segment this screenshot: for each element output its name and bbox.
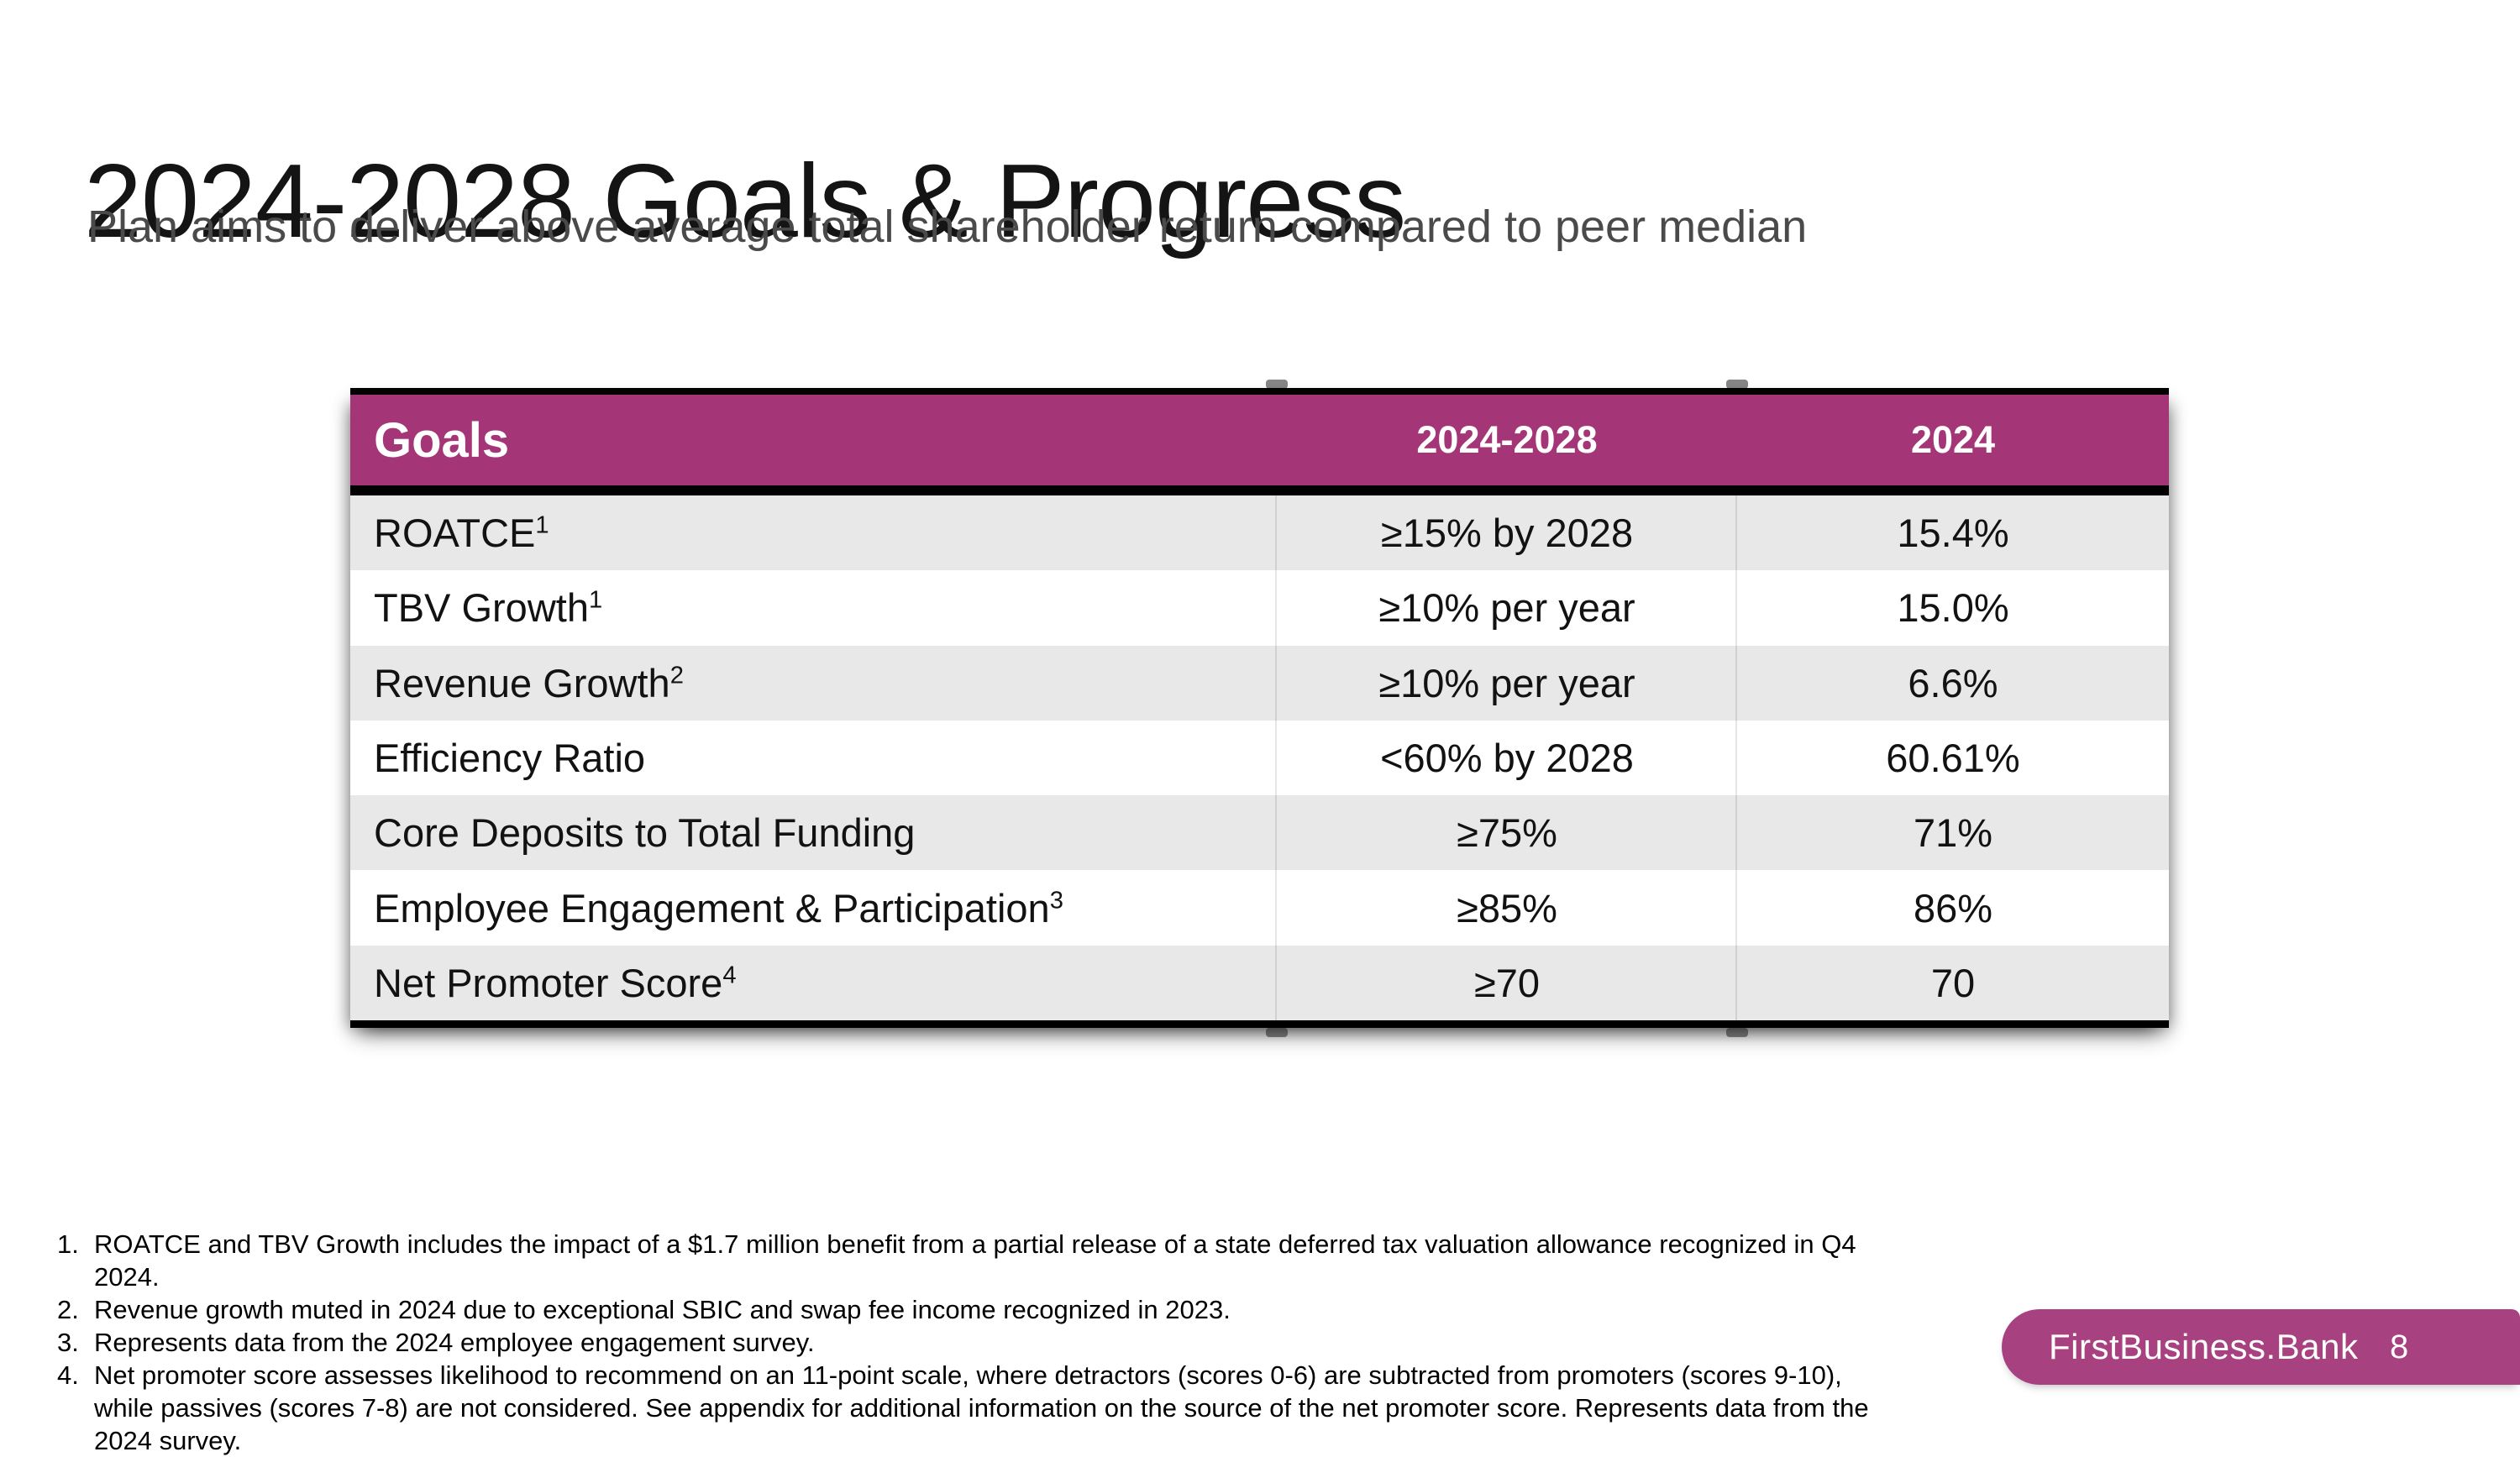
page-number: 8 (2390, 1328, 2409, 1365)
footnote-item: 2. Revenue growth muted in 2024 due to e… (57, 1293, 1905, 1326)
footnote-ref: 4 (722, 962, 737, 989)
table-row: Employee Engagement & Participation3 ≥85… (350, 870, 2169, 946)
footnote-item: 4. Net promoter score assesses likelihoo… (57, 1359, 1905, 1457)
footnote-text: ROATCE and TBV Growth includes the impac… (94, 1229, 1856, 1292)
page-subtitle: Plan aims to deliver above average total… (87, 202, 1808, 252)
footnote-item: 3. Represents data from the 2024 employe… (57, 1326, 1905, 1359)
target-cell: ≥15% by 2028 (1380, 511, 1634, 556)
goal-label: Revenue Growth (374, 660, 670, 705)
target-cell: <60% by 2028 (1380, 736, 1634, 781)
goal-cell: TBV Growth1 (350, 584, 1277, 631)
table-row: Core Deposits to Total Funding ≥75% 71% (350, 795, 2169, 871)
target-cell: ≥10% per year (1378, 660, 1635, 705)
target-cell: ≥70 (1473, 960, 1541, 1005)
footnote-number: 3. (57, 1328, 79, 1357)
column-divider-tick (1726, 380, 1748, 389)
column-header-2024: 2024 (1910, 418, 1996, 461)
footnote-ref: 3 (1049, 886, 1063, 914)
goal-label: Efficiency Ratio (374, 736, 646, 781)
table-row: TBV Growth1 ≥10% per year 15.0% (350, 570, 2169, 646)
table-row: Net Promoter Score4 ≥70 70 (350, 945, 2169, 1021)
goal-cell: Net Promoter Score4 (350, 960, 1277, 1006)
table-body: ROATCE1 ≥15% by 2028 15.4% TBV Growth1 ≥… (350, 495, 2169, 1021)
target-cell: ≥75% (1457, 810, 1557, 856)
footnote-ref: 1 (588, 586, 603, 614)
footnote-number: 1. (57, 1229, 79, 1259)
goal-label: TBV Growth (374, 585, 589, 631)
goals-table: Goals 2024-2028 2024 ROATCE1 ≥15% by 202… (350, 388, 2169, 1029)
actual-cell: 60.61% (1886, 736, 2020, 781)
footnote-text: Represents data from the 2024 employee e… (94, 1328, 815, 1357)
actual-cell: 86% (1913, 885, 1993, 930)
actual-cell: 70 (1930, 960, 1976, 1005)
footnote-number: 2. (57, 1295, 79, 1324)
column-divider-tick (1266, 1028, 1288, 1037)
footnotes: 1. ROATCE and TBV Growth includes the im… (57, 1228, 1905, 1457)
goal-label: Net Promoter Score (374, 960, 723, 1005)
brand-badge: FirstBusiness.Bank 8 (2002, 1309, 2520, 1385)
footnote-number: 4. (57, 1360, 79, 1390)
column-divider-tick (1726, 1028, 1748, 1037)
actual-cell: 15.4% (1897, 511, 2009, 556)
table-row: ROATCE1 ≥15% by 2028 15.4% (350, 495, 2169, 571)
table-header-row: Goals 2024-2028 2024 (350, 395, 2169, 495)
goal-cell: Revenue Growth2 (350, 660, 1277, 706)
actual-cell: 71% (1913, 810, 1993, 856)
table-row: Efficiency Ratio <60% by 2028 60.61% (350, 720, 2169, 796)
footnote-text: Revenue growth muted in 2024 due to exce… (94, 1295, 1231, 1324)
page-title: 2024-2028 Goals & Progress (84, 144, 1406, 260)
footnote-item: 1. ROATCE and TBV Growth includes the im… (57, 1228, 1905, 1293)
goal-cell: Efficiency Ratio (350, 735, 1277, 781)
column-header-2024-2028: 2024-2028 (1416, 418, 1598, 461)
goal-label: ROATCE (374, 511, 536, 556)
target-cell: ≥85% (1457, 885, 1557, 930)
goal-label: Employee Engagement & Participation (374, 885, 1050, 930)
brand-logo-text: FirstBusiness.Bank (2049, 1327, 2359, 1366)
target-cell: ≥10% per year (1378, 585, 1635, 631)
footnote-ref: 1 (535, 511, 549, 539)
goal-label: Core Deposits to Total Funding (374, 810, 916, 856)
table-row: Revenue Growth2 ≥10% per year 6.6% (350, 645, 2169, 721)
goal-cell: Employee Engagement & Participation3 (350, 885, 1277, 931)
actual-cell: 15.0% (1897, 585, 2009, 631)
goal-cell: ROATCE1 (350, 510, 1277, 556)
actual-cell: 6.6% (1908, 660, 1998, 705)
footnote-ref: 2 (669, 662, 684, 689)
footnote-text: Net promoter score assesses likelihood t… (94, 1360, 1869, 1455)
column-divider-tick (1266, 380, 1288, 389)
goal-cell: Core Deposits to Total Funding (350, 810, 1277, 856)
column-header-goals: Goals (374, 412, 510, 468)
